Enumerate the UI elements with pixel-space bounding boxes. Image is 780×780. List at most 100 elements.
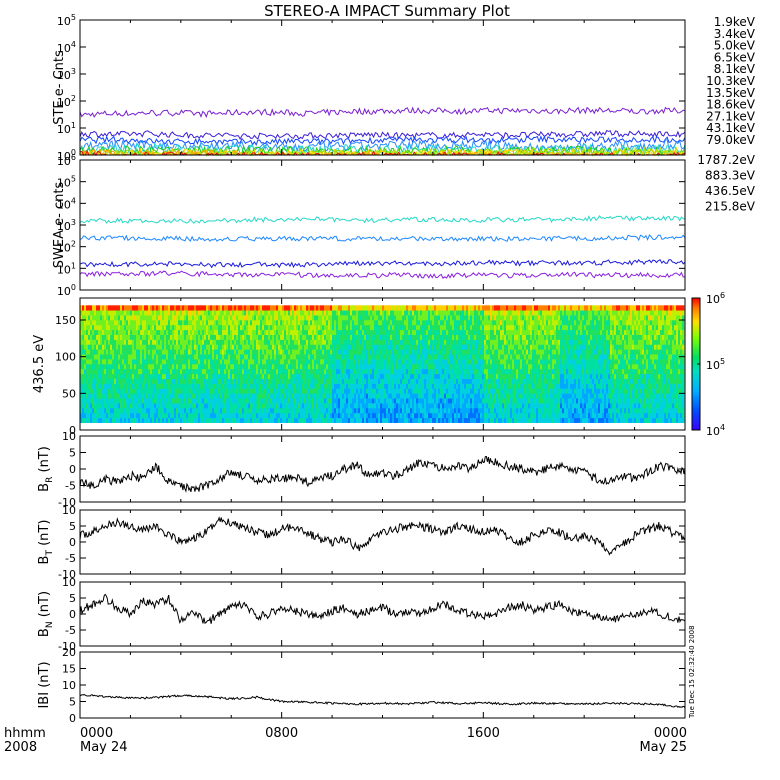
heatmap-cell (468, 383, 471, 389)
heatmap-cell (358, 393, 361, 399)
heatmap-cell (112, 344, 115, 350)
heatmap-cell (116, 388, 119, 394)
heatmap-cell (446, 373, 449, 379)
heatmap-cell (298, 388, 301, 394)
heatmap-cell (376, 383, 379, 389)
heatmap-cell (138, 359, 141, 365)
heatmap-cell (140, 349, 143, 355)
heatmap-cell (368, 368, 371, 375)
heatmap-cell (108, 320, 111, 326)
heatmap-cell (396, 344, 399, 350)
heatmap-cell (348, 339, 351, 345)
heatmap-cell (468, 388, 471, 394)
heatmap-cell (384, 329, 387, 335)
heatmap-cell (170, 364, 173, 370)
heatmap-cell (106, 388, 109, 394)
heatmap-cell (206, 398, 209, 404)
heatmap-cell (378, 344, 381, 350)
heatmap-cell (136, 383, 139, 389)
heatmap-cell (430, 329, 433, 335)
heatmap-cell (112, 315, 115, 321)
heatmap-cell (230, 315, 233, 321)
heatmap-cell (266, 408, 269, 414)
heatmap-cell (410, 334, 413, 340)
heatmap-cell (94, 324, 97, 331)
heatmap-cell (462, 315, 465, 321)
heatmap-cell (234, 334, 237, 340)
heatmap-cell (246, 378, 249, 384)
heatmap-cell (268, 408, 271, 414)
heatmap-cell (138, 393, 141, 399)
heatmap-cell (336, 324, 339, 331)
heatmap-cell (370, 364, 373, 370)
heatmap-cell (460, 368, 463, 375)
heatmap-cell (474, 383, 477, 389)
heatmap-cell (464, 354, 467, 360)
heatmap-cell (432, 310, 435, 316)
heatmap-cell (104, 320, 107, 326)
heatmap-cell (410, 373, 413, 379)
heatmap-cell (440, 388, 443, 394)
heatmap-cell (224, 324, 227, 331)
heatmap-cell (294, 344, 297, 350)
heatmap-cell (336, 339, 339, 345)
heatmap-cell (480, 310, 483, 316)
heatmap-cell (94, 344, 97, 350)
heatmap-cell (450, 393, 453, 399)
heatmap-cell (298, 310, 301, 316)
heatmap-cell (274, 368, 277, 375)
heatmap-cell (124, 388, 127, 394)
heatmap-cell (242, 408, 245, 414)
heatmap-cell (218, 408, 221, 414)
heatmap-cell (380, 378, 383, 384)
heatmap-cell (216, 320, 219, 326)
heatmap-cell (200, 315, 203, 321)
heatmap-cell (476, 359, 479, 365)
heatmap-cell (380, 329, 383, 335)
heatmap-cell (480, 378, 483, 384)
heatmap-cell (256, 354, 259, 360)
y-axis-label: SWEA e- cnts (52, 182, 67, 269)
heatmap-cell (410, 324, 413, 331)
heatmap-cell (160, 344, 163, 350)
heatmap-cell (456, 310, 459, 316)
heatmap-cell (170, 310, 173, 316)
heatmap-cell (212, 393, 215, 399)
heatmap-cell (356, 378, 359, 384)
heatmap-cell (254, 329, 257, 335)
heatmap-cell (124, 378, 127, 384)
heatmap-cell (438, 310, 441, 316)
heatmap-cell (146, 368, 149, 375)
heatmap-cell (420, 359, 423, 365)
heatmap-cell (336, 320, 339, 326)
heatmap-cell (118, 315, 121, 321)
heatmap-cell (112, 383, 115, 389)
heatmap-cell (318, 320, 321, 326)
heatmap-cell (156, 417, 159, 423)
heatmap-cell (244, 329, 247, 335)
heatmap-cell (222, 408, 225, 414)
heatmap-cell (442, 417, 445, 423)
heatmap-cell (334, 344, 337, 350)
heatmap-cell (172, 320, 175, 326)
heatmap-cell (266, 310, 269, 316)
heatmap-cell (288, 388, 291, 394)
heatmap-cell (302, 398, 305, 404)
heatmap-cell (396, 359, 399, 365)
heatmap-cell (196, 359, 199, 365)
heatmap-cell (134, 364, 137, 370)
heatmap-cell (108, 383, 111, 389)
heatmap-cell (194, 412, 197, 419)
heatmap-cell (220, 417, 223, 423)
heatmap-cell (108, 378, 111, 384)
heatmap-cell (236, 412, 239, 419)
heatmap-cell (184, 339, 187, 345)
heatmap-cell (214, 373, 217, 379)
heatmap-cell (134, 334, 137, 340)
heatmap-cell (420, 408, 423, 414)
heatmap-cell (464, 412, 467, 419)
heatmap-cell (442, 388, 445, 394)
heatmap-cell (404, 329, 407, 335)
heatmap-cell (458, 339, 461, 345)
heatmap-cell (86, 334, 89, 340)
